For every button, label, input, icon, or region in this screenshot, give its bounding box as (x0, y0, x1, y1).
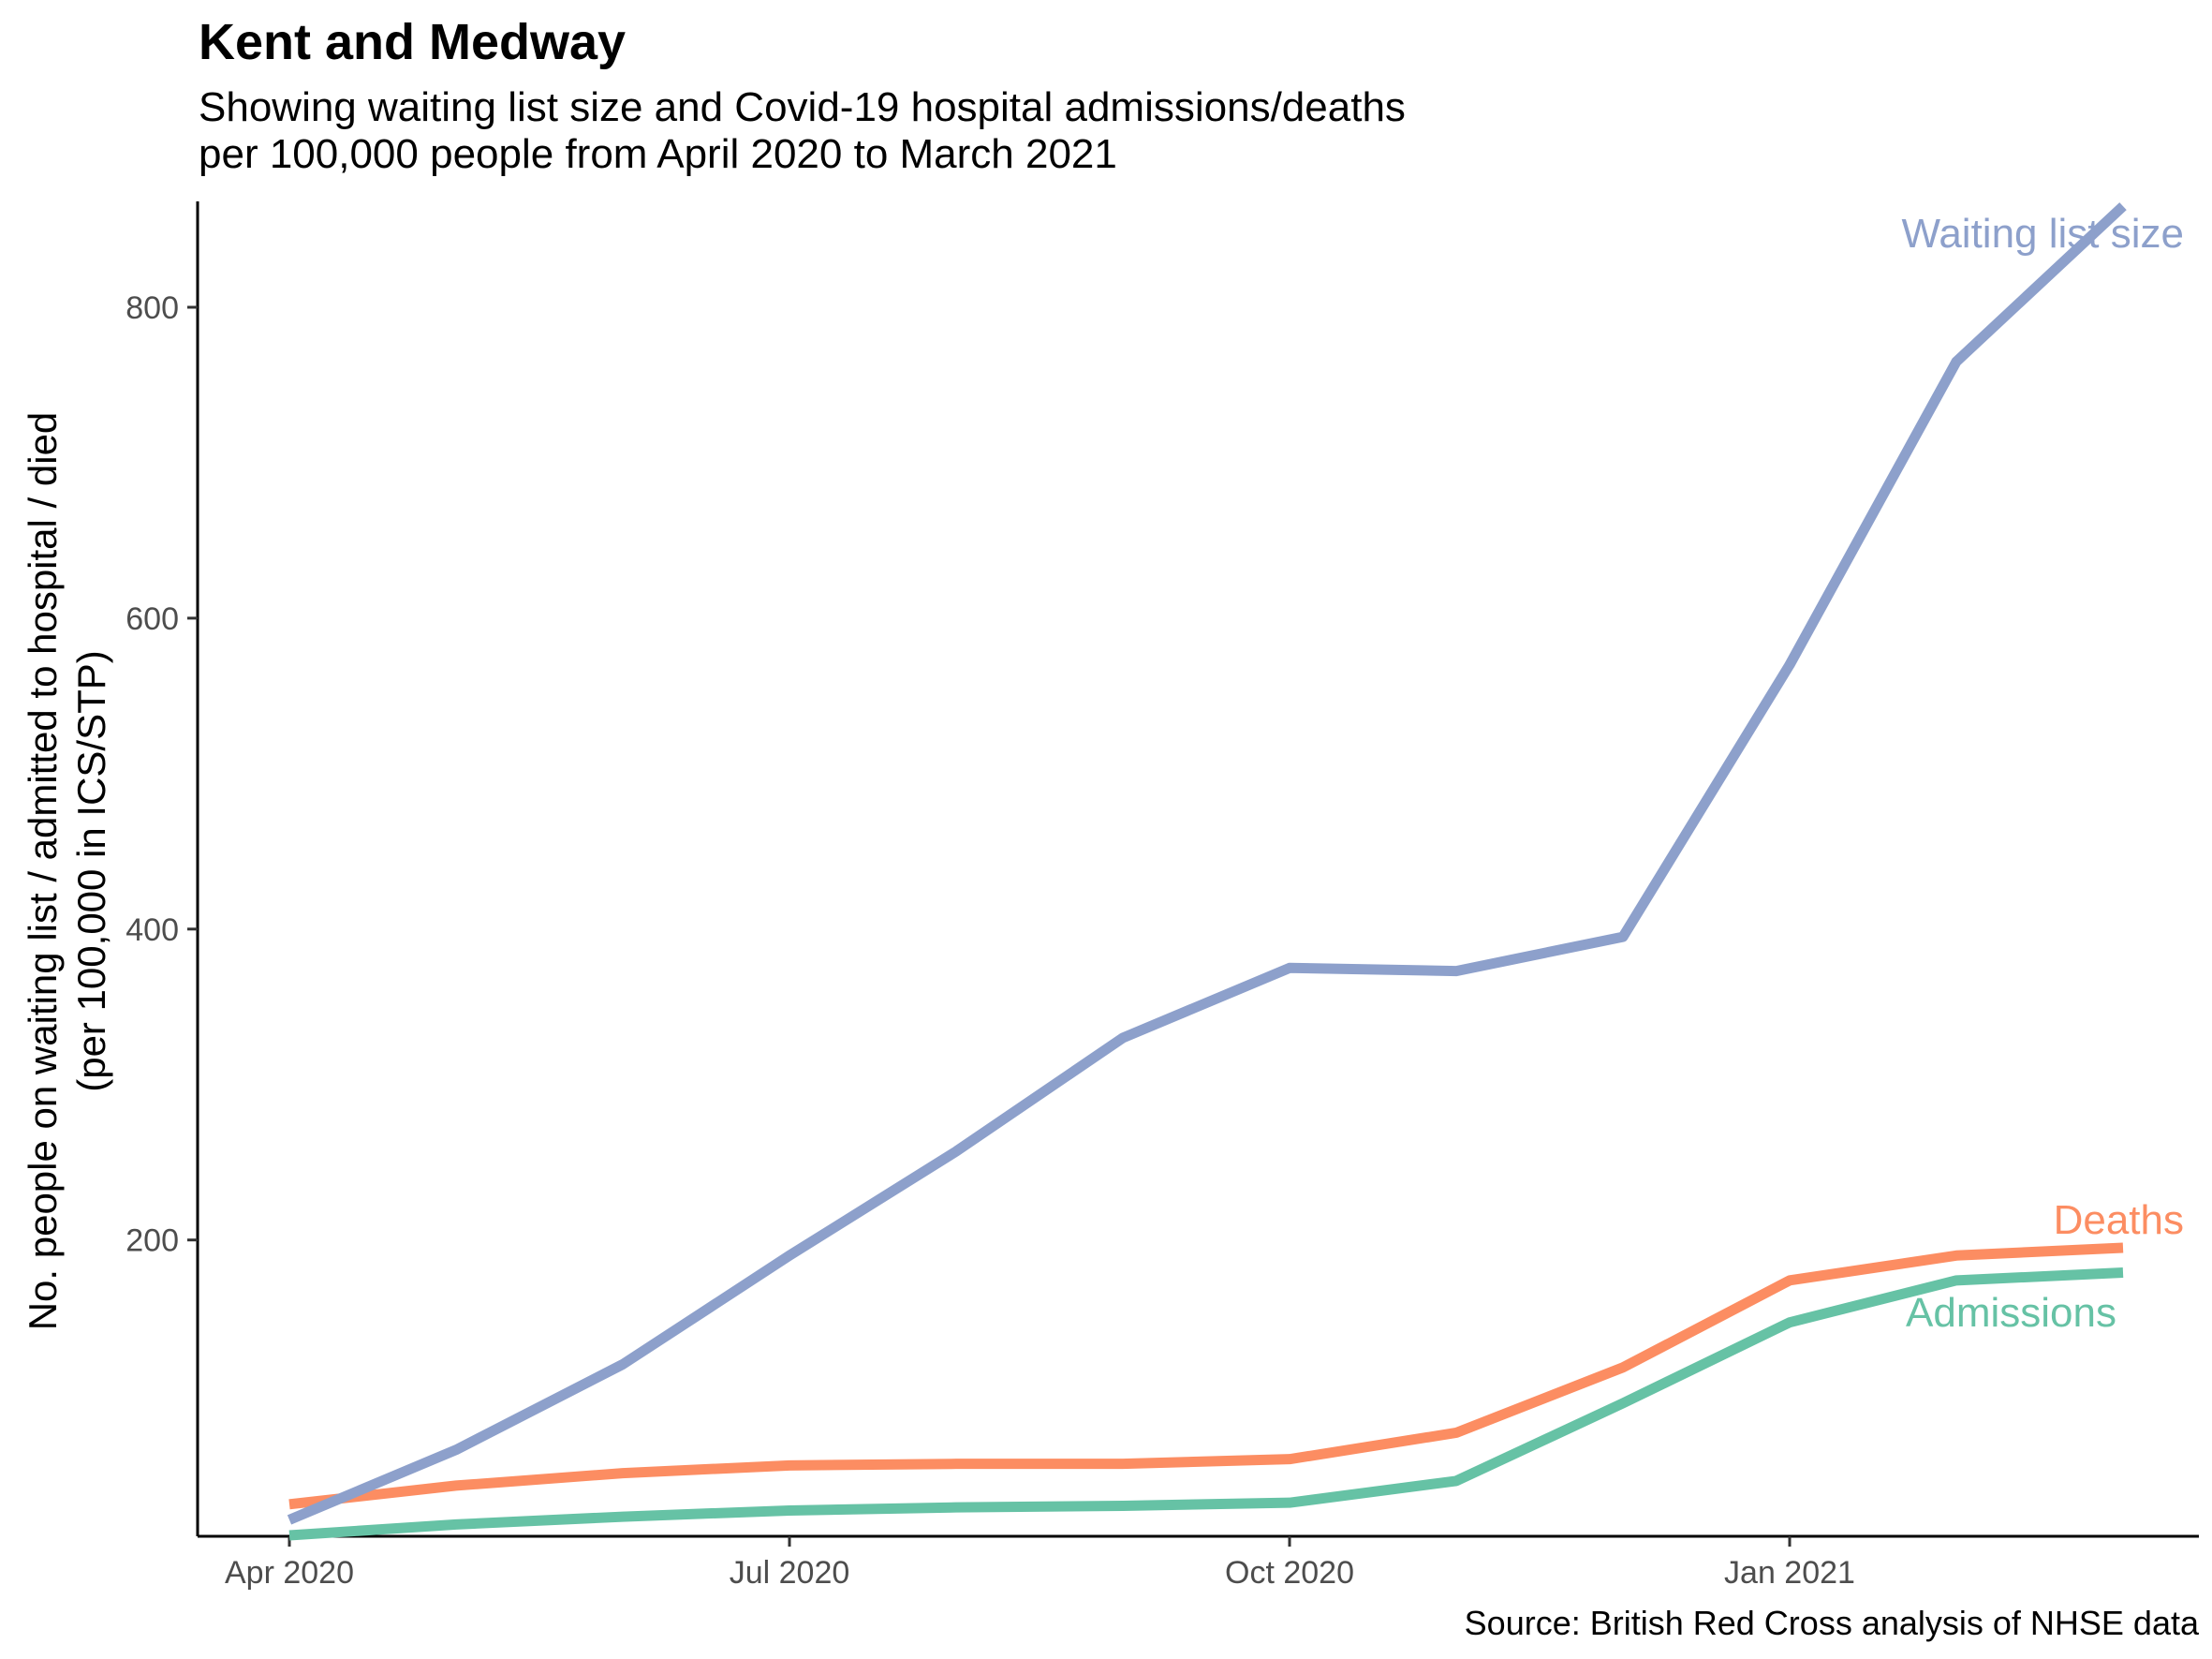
y-tick-label: 600 (125, 601, 179, 637)
series-label-admissions: Admissions (1906, 1290, 2116, 1336)
x-tick-label: Jul 2020 (730, 1555, 850, 1591)
x-tick-label: Jan 2021 (1724, 1555, 1855, 1591)
series-line-deaths (288, 1242, 2124, 1510)
chart-subtitle: Showing waiting list size and Covid-19 h… (199, 84, 1406, 178)
y-tick-label: 200 (125, 1223, 179, 1259)
chart-subtitle-line-1: Showing waiting list size and Covid-19 h… (199, 84, 1406, 130)
series-line-waiting-list-size (287, 202, 2127, 1525)
chart-caption: Source: British Red Cross analysis of NH… (1464, 1604, 2199, 1642)
series-label-waiting-list-size: Waiting list size (1901, 211, 2184, 257)
series-line-admissions (288, 1267, 2124, 1541)
chart-title: Kent and Medway (199, 14, 627, 70)
series-labels: Waiting list size Deaths Admissions (1901, 211, 2184, 1336)
series-label-deaths: Deaths (2054, 1197, 2184, 1243)
chart-subtitle-line-2: per 100,000 people from April 2020 to Ma… (199, 131, 1117, 177)
y-tick-label: 800 (125, 290, 179, 326)
y-tick-label: 400 (125, 912, 179, 948)
x-tick-label: Apr 2020 (225, 1555, 354, 1591)
x-tick-label: Oct 2020 (1225, 1555, 1354, 1591)
axes: 200 400 600 800 Apr 2020 Jul 2020 Oct 2020 Jan … (125, 201, 2199, 1591)
series-lines (287, 202, 2127, 1541)
